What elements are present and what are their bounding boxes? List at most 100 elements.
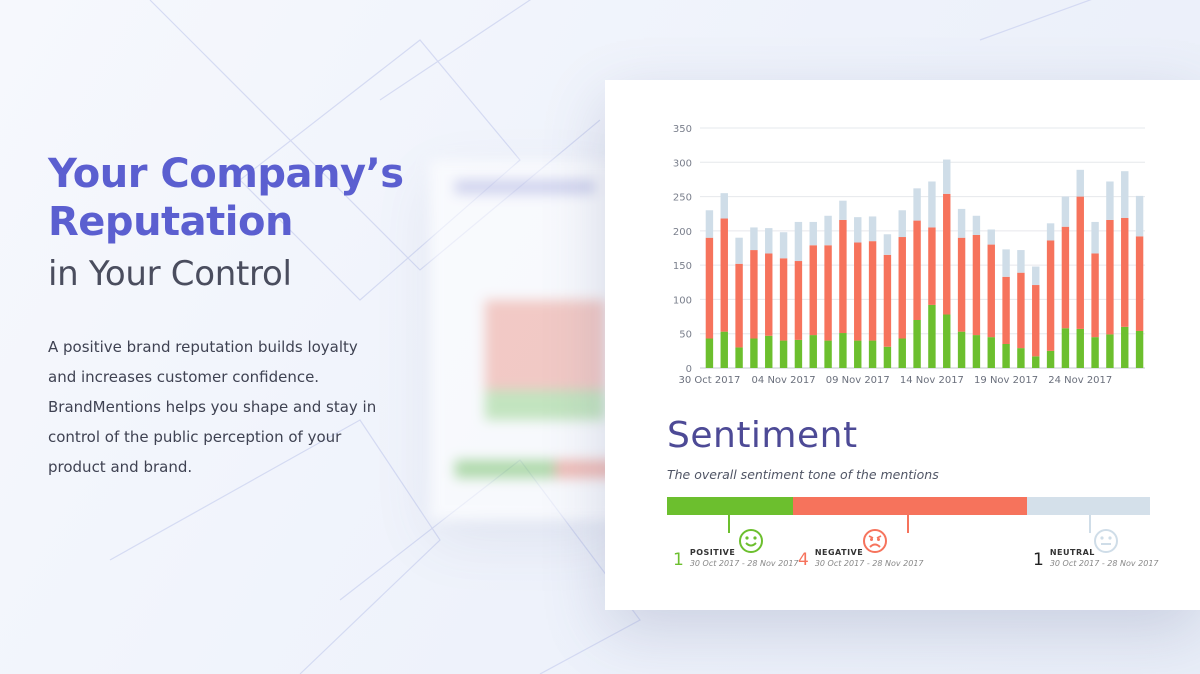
y-tick-label: 100 [673, 295, 692, 306]
bar-segment [1106, 219, 1114, 335]
bar-segment [883, 234, 892, 255]
negative-marker [907, 515, 909, 533]
bar-segment [1017, 250, 1025, 273]
sentiment-subtitle: The overall sentiment tone of the mentio… [667, 467, 939, 482]
bar-segment [779, 258, 788, 341]
bar-segment [839, 200, 847, 220]
bar-segment [1061, 196, 1070, 227]
smile-face-icon [739, 529, 763, 553]
positive-count: 1 [673, 550, 684, 570]
negative-count: 4 [798, 550, 809, 570]
negative-stat: 4 NEGATIVE 30 Oct 2017 - 28 Nov 2017 [798, 548, 924, 570]
bar-segment [987, 337, 995, 368]
bar-segment [928, 304, 936, 368]
bar-segment [720, 218, 728, 332]
mentions-report-card: 0 50 100 150 200 250 300 350 30 Oct 2017 04 Nov 2… [605, 80, 1200, 610]
hero-title-line1: Your Company’s [48, 151, 404, 197]
positive-label: POSITIVE [689, 548, 736, 557]
bar-segment [1017, 272, 1025, 349]
bar-segment [809, 335, 817, 368]
bar-segment [765, 335, 773, 368]
y-tick-label: 0 [686, 364, 692, 375]
sentiment-bar-neutral [1026, 497, 1150, 515]
bar-segment [1091, 337, 1099, 368]
negative-label: NEGATIVE [814, 548, 864, 557]
bar-segment [735, 237, 743, 264]
bar-segment [705, 338, 714, 368]
bar-segment [913, 188, 921, 221]
bar-segment [1032, 266, 1040, 286]
bar-segment [928, 227, 936, 305]
bar-segment [765, 228, 773, 254]
bar-segment [824, 215, 832, 246]
bar-segment [1002, 249, 1010, 277]
bar-segment [1046, 240, 1055, 351]
bar-segment [1061, 328, 1070, 368]
bar-segment [779, 340, 788, 368]
bar-segment [854, 340, 862, 368]
bar-segment [1017, 348, 1025, 368]
mentions-chart: 0 50 100 150 200 250 300 350 30 Oct 2017 04 Nov 2… [673, 124, 1145, 386]
bar-segment [824, 245, 832, 341]
x-tick-label: 19 Nov 2017 [974, 375, 1038, 386]
bar-segment [957, 331, 966, 368]
positive-marker [728, 515, 730, 533]
hero-description: A positive brand reputation builds loyal… [48, 338, 377, 476]
neutral-face-icon [1094, 529, 1118, 553]
bar-segment [898, 237, 906, 339]
bar-segment [1002, 344, 1010, 368]
bar-segment [1076, 328, 1084, 368]
x-tick-label: 14 Nov 2017 [900, 375, 964, 386]
bar-segment [1121, 217, 1129, 327]
bar-segment [868, 241, 877, 341]
bar-segment [1032, 285, 1040, 357]
bar-segment [839, 219, 847, 334]
bar-segment [943, 159, 951, 194]
bar-segment [972, 335, 981, 368]
y-tick-label: 250 [673, 193, 692, 204]
bar-segment [1032, 356, 1040, 368]
bar-segment [809, 245, 817, 336]
bar-segment [1061, 226, 1070, 329]
bar-segment [972, 234, 981, 336]
bar-segment [868, 216, 877, 242]
neutral-label: NEUTRAL [1049, 548, 1095, 557]
bar-segment [1106, 334, 1114, 368]
x-tick-label: 30 Oct 2017 [679, 375, 741, 386]
neutral-marker [1089, 515, 1091, 533]
bar-segment [735, 263, 743, 348]
bar-segment [987, 229, 995, 245]
angry-face-icon [863, 529, 887, 553]
bar-segment [794, 339, 803, 368]
bar-segment [824, 340, 832, 368]
y-tick-label: 300 [673, 158, 692, 169]
sentiment-bar-positive [667, 497, 793, 515]
bar-segment [854, 242, 862, 341]
sentiment-bar-negative [792, 497, 1027, 515]
bar-segment [868, 340, 877, 368]
bar-segment [943, 193, 951, 315]
bar-segment [1121, 171, 1129, 218]
positive-dates: 30 Oct 2017 - 28 Nov 2017 [689, 559, 799, 568]
bar-segment [750, 250, 758, 339]
sentiment-title: Sentiment [667, 415, 858, 456]
negative-dates: 30 Oct 2017 - 28 Nov 2017 [814, 559, 924, 568]
y-tick-label: 150 [673, 261, 692, 272]
bar-segment [957, 237, 966, 332]
neutral-dates: 30 Oct 2017 - 28 Nov 2017 [1049, 559, 1159, 568]
y-tick-label: 50 [679, 330, 692, 341]
bar-segment [1002, 276, 1010, 344]
bar-segment [1106, 181, 1114, 220]
bar-segment [957, 208, 966, 238]
neutral-count: 1 [1033, 550, 1044, 570]
hero-title-line2: Reputation [48, 199, 293, 245]
blurred-background-card [430, 160, 620, 520]
bar-segment [1076, 196, 1084, 329]
bar-segment [779, 232, 788, 259]
bar-segment [854, 217, 862, 243]
bar-segment [928, 181, 936, 228]
bar-segment [898, 338, 906, 368]
bar-segment [1046, 223, 1055, 241]
x-tick-label: 24 Nov 2017 [1048, 375, 1112, 386]
bar-segment [1091, 221, 1099, 254]
